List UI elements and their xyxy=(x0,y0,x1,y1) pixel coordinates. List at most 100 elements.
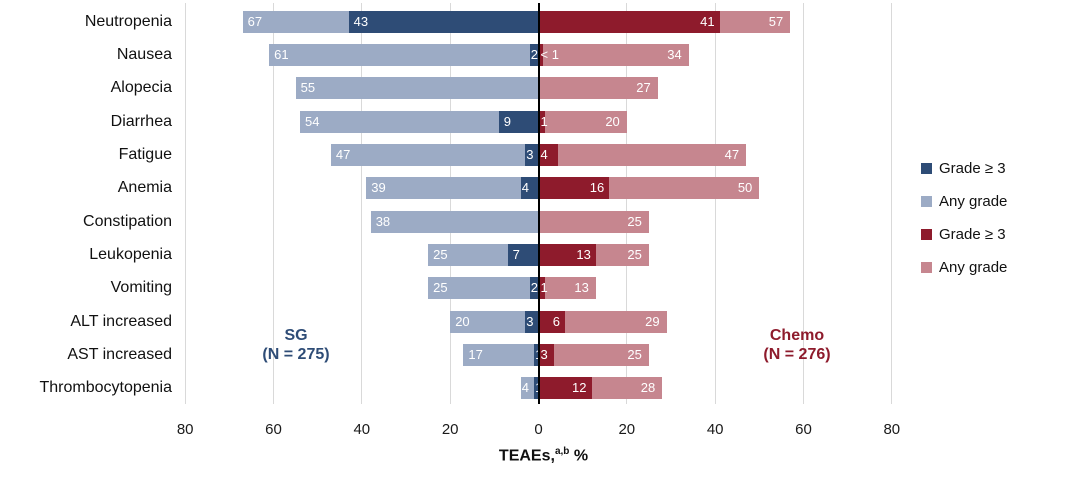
bar-chemo-grade3: 12 xyxy=(538,377,592,400)
bar-value-label: 29 xyxy=(645,313,660,329)
legend-item: Any grade xyxy=(921,193,1007,211)
bar-chemo-grade3: 3 xyxy=(538,344,554,366)
bar-chemo-grade3: 6 xyxy=(538,310,565,333)
gridline xyxy=(626,3,628,404)
bar-value-label: 2 xyxy=(530,280,538,296)
category-label: AST increased xyxy=(67,346,172,363)
legend-label: Any grade xyxy=(939,193,1008,210)
gridline xyxy=(803,3,804,404)
bar-chemo-grade3: 1 xyxy=(538,277,548,300)
x-axis-title-unit: % xyxy=(569,447,589,465)
bar-value-label: 27 xyxy=(636,80,651,96)
bar-chemo-any-grade: 25 xyxy=(538,210,649,233)
bar-value-label: 13 xyxy=(576,247,591,262)
gridline xyxy=(891,3,893,404)
bar-value-label: 25 xyxy=(627,247,642,262)
bar-value-label: 41 xyxy=(700,13,715,29)
legend-swatch xyxy=(921,196,932,207)
bar-chemo-grade3: < 1 xyxy=(538,43,559,66)
bar-value-label: 47 xyxy=(724,146,740,162)
bar-value-label: 1 xyxy=(540,113,548,129)
category-label: Alopecia xyxy=(110,79,172,97)
gridline xyxy=(449,3,451,404)
legend-label: Any grade xyxy=(939,259,1008,276)
chemo-group-name: Chemo xyxy=(769,327,825,344)
category-label: ALT increased xyxy=(70,312,172,330)
bar-value-label: 25 xyxy=(433,280,448,296)
chemo-group-annotation: Chemo (N = 276) xyxy=(712,326,882,364)
bar-sg-any-grade: 20 xyxy=(450,310,544,333)
category-label: Vomiting xyxy=(110,279,172,297)
x-tick-label: 0 xyxy=(534,421,543,438)
bar-sg-grade3: 2 xyxy=(529,277,540,300)
bar-chemo-any-grade: 34 xyxy=(538,43,689,66)
bar-value-label: 57 xyxy=(768,13,784,29)
bar-value-label: 13 xyxy=(574,280,589,296)
bar-sg-any-grade: 38 xyxy=(370,210,544,233)
bar-value-label: 2 xyxy=(530,46,538,62)
sg-group-name: SG xyxy=(284,327,308,344)
bar-value-label: 4 xyxy=(521,380,530,396)
bar-chemo-grade3: 41 xyxy=(538,10,720,33)
x-tick-label: 80 xyxy=(883,421,901,438)
bar-sg-grade3: 4 xyxy=(520,177,540,200)
bar-sg-grade3: 2 xyxy=(529,43,540,66)
sg-group-n: (N = 275) xyxy=(262,346,330,363)
bar-value-label: 61 xyxy=(274,46,289,62)
bar-sg-any-grade: 17 xyxy=(463,344,544,366)
category-label: Nausea xyxy=(116,45,172,63)
bar-sg-grade3: 9 xyxy=(498,110,544,133)
bar-value-label: 6 xyxy=(552,313,560,329)
bar-sg-any-grade: 55 xyxy=(295,77,544,100)
bar-value-label: 3 xyxy=(526,146,534,162)
bar-value-label: 20 xyxy=(605,113,620,129)
x-axis-title-footnote-marks: a,b xyxy=(554,446,570,457)
bar-value-label: 39 xyxy=(371,180,386,196)
gridline xyxy=(184,3,186,404)
bar-value-label: 47 xyxy=(335,146,351,162)
bar-chemo-any-grade: 13 xyxy=(538,277,596,300)
bar-chemo-grade3: 4 xyxy=(538,143,559,166)
category-label: Diarrhea xyxy=(110,112,172,130)
x-tick-label: 20 xyxy=(618,421,636,438)
category-label: Leukopenia xyxy=(89,246,172,263)
x-tick-label: 80 xyxy=(176,421,194,438)
gridline xyxy=(361,3,363,404)
bar-value-label: 3 xyxy=(526,313,534,329)
zero-axis-line xyxy=(537,3,540,404)
bar-chemo-any-grade: 25 xyxy=(538,344,649,366)
bar-value-label: 50 xyxy=(737,180,753,196)
bar-value-label: 9 xyxy=(503,113,512,129)
bar-chemo-grade3: 16 xyxy=(538,177,610,200)
bar-value-label: 3 xyxy=(540,347,548,362)
legend-item: Grade ≥ 3 xyxy=(921,160,1006,178)
legend-swatch xyxy=(921,262,932,273)
bar-chemo-grade3: 13 xyxy=(538,244,596,266)
bar-value-label: 25 xyxy=(627,347,642,362)
x-tick-label: 40 xyxy=(353,421,371,438)
x-tick-label: 20 xyxy=(441,421,459,438)
legend-label: Grade ≥ 3 xyxy=(939,160,1006,177)
bar-value-label: 38 xyxy=(375,213,391,229)
category-label: Neutropenia xyxy=(84,12,172,30)
category-label: Thrombocytopenia xyxy=(39,379,172,397)
bar-chemo-any-grade: 29 xyxy=(538,310,667,333)
sg-group-annotation: SG (N = 275) xyxy=(211,326,381,364)
bar-chemo-grade3: 1 xyxy=(538,110,548,133)
x-tick-label: 40 xyxy=(706,421,724,438)
legend-label: Grade ≥ 3 xyxy=(939,226,1006,243)
bar-value-label: 4 xyxy=(540,146,548,162)
bar-sg-any-grade: 39 xyxy=(366,177,544,200)
legend-item: Any grade xyxy=(921,259,1007,277)
gridline xyxy=(273,3,274,404)
x-axis-title: TEAEs,a,b % xyxy=(441,446,646,465)
gridline xyxy=(714,3,716,404)
bar-value-label: 20 xyxy=(455,313,470,329)
legend-item: Grade ≥ 3 xyxy=(921,226,1006,244)
x-tick-label: 60 xyxy=(795,421,812,438)
legend-swatch xyxy=(921,163,932,174)
bar-value-label: 25 xyxy=(627,213,642,229)
bar-value-label: 55 xyxy=(300,80,316,96)
bar-value-label: 16 xyxy=(589,180,605,196)
